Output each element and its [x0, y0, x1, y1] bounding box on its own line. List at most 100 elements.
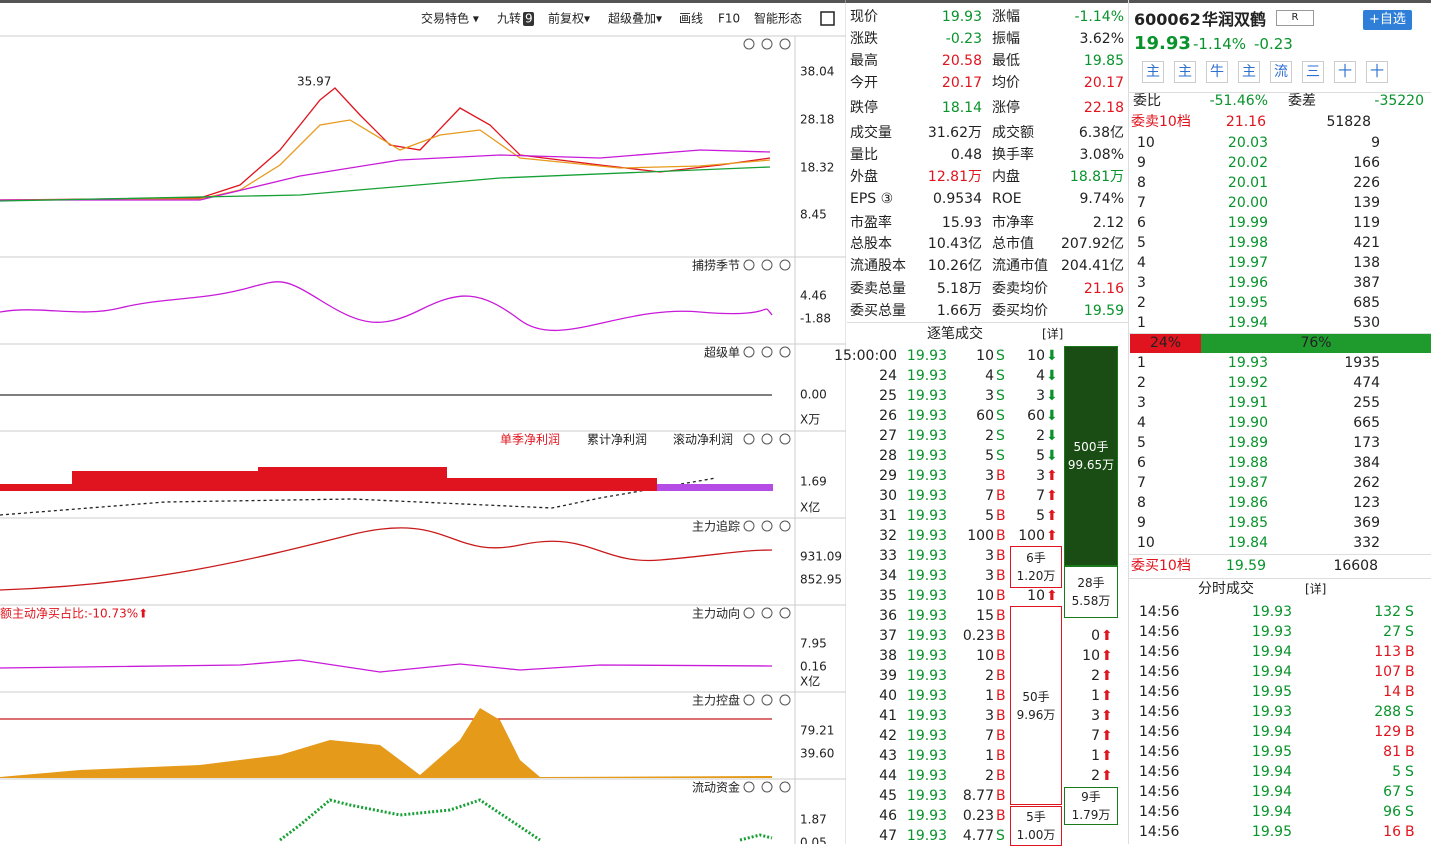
side: B: [1405, 744, 1415, 760]
box-text: 9手: [1081, 790, 1101, 804]
level: 9: [1137, 155, 1146, 171]
tick-time: 36: [879, 608, 897, 624]
tick-price: 19.93: [906, 688, 947, 704]
tick-price: 19.93: [906, 468, 947, 484]
y-tick-label: X亿: [800, 674, 820, 689]
add-watch[interactable]: +自选: [1363, 10, 1412, 30]
y-tick-label: 8.45: [800, 208, 827, 222]
tick-side: S: [996, 828, 1005, 844]
panel-icon: [743, 259, 755, 271]
tick-price: 19.93: [906, 388, 947, 404]
tick-arrow: ⬆: [1101, 688, 1113, 704]
panel-title: 主力动向: [692, 606, 740, 621]
tab[interactable]: 主: [1174, 61, 1196, 83]
toolbar-item[interactable]: 画线: [679, 12, 703, 26]
tab[interactable]: 十: [1366, 61, 1388, 83]
label: 委差: [1288, 93, 1316, 109]
value: -51.46%: [1209, 93, 1268, 109]
tick-time: 27: [879, 428, 897, 444]
price-annotation: 35.97: [297, 75, 331, 89]
tick-arrow: ⬆: [1101, 748, 1113, 764]
toolbar-item[interactable]: 九转: [497, 11, 521, 26]
tick-time: 25: [879, 388, 897, 404]
quote-label: 委买总量: [850, 303, 906, 319]
tick-vol: 10: [976, 348, 994, 364]
quote-label: EPS ③: [850, 191, 894, 207]
tick-time: 47: [879, 828, 897, 844]
y-tick-label: 0.00: [800, 388, 827, 402]
value: 19.59: [1225, 558, 1266, 574]
panel-note: 额主动净买占比:-10.73%⬆: [0, 606, 148, 621]
level: 1: [1137, 315, 1146, 331]
y-tick-label: X万: [800, 413, 820, 427]
y-tick-label: 39.60: [800, 747, 834, 761]
quote-label: 市净率: [992, 215, 1034, 231]
tick-arrow: ⬇: [1046, 368, 1058, 384]
panel-icon: [779, 38, 791, 50]
tick-vol: 4: [985, 368, 994, 384]
quote-label: 委买均价: [992, 303, 1048, 319]
quote-label: 振幅: [992, 31, 1020, 47]
price: 19.92: [1227, 375, 1268, 391]
toolbar-item[interactable]: 前复权▾: [548, 11, 590, 26]
level: 7: [1137, 195, 1146, 211]
y-tick-label: 0.05: [800, 836, 827, 845]
tick-time: 29: [879, 468, 897, 484]
tab[interactable]: 三: [1302, 61, 1324, 83]
tick-vol: 60: [976, 408, 994, 424]
price: 19.96: [1227, 275, 1268, 291]
tick-vol: 10: [976, 648, 994, 664]
label: 委买10档: [1131, 558, 1191, 574]
tab[interactable]: 主: [1142, 61, 1164, 83]
panel-icon: [743, 38, 755, 50]
tick-arrow: ⬆: [1101, 668, 1113, 684]
tab[interactable]: 十: [1334, 61, 1356, 83]
trade-box: 500手 99.65万: [1064, 346, 1118, 566]
quote-label: 市盈率: [850, 215, 892, 231]
panel-icon: [761, 259, 773, 271]
toolbar-item[interactable]: F10: [718, 12, 740, 26]
level: 3: [1137, 275, 1146, 291]
quote-label: 成交额: [992, 125, 1034, 141]
tab[interactable]: 主: [1238, 61, 1260, 83]
tick-vol: 10: [976, 588, 994, 604]
tick-time: 46: [879, 808, 897, 824]
panel-title: 流动资金: [692, 780, 740, 795]
panel-icon: [743, 694, 755, 706]
tick-time: 34: [879, 568, 897, 584]
y-tick-label: 7.95: [800, 637, 827, 651]
toolbar-item[interactable]: 交易特色 ▾: [421, 11, 479, 26]
quote-value: 3.62%: [1079, 31, 1124, 47]
ticks-title: 逐笔成交: [927, 326, 983, 342]
tick-arrow: ⬇: [1046, 388, 1058, 404]
price: 20.03: [1227, 135, 1268, 151]
stock-name: 华润双鹤: [1202, 10, 1267, 29]
tick-arrow: ⬆: [1101, 728, 1113, 744]
volume: 255: [1353, 395, 1380, 411]
y-tick-label: 4.46: [800, 289, 827, 303]
tab[interactable]: 牛: [1206, 61, 1228, 83]
box-text: 1.79万: [1071, 808, 1111, 822]
tick-count: 3: [1036, 388, 1045, 404]
quote-label: 现价: [850, 9, 878, 25]
tick-time: 32: [879, 528, 897, 544]
side: B: [1405, 684, 1415, 700]
price: 19.91: [1227, 395, 1268, 411]
tick-count: 2: [1091, 768, 1100, 784]
quote-value: 207.92亿: [1061, 236, 1124, 252]
volume: 384: [1353, 455, 1380, 471]
toolbar-item[interactable]: 超级叠加▾: [608, 11, 662, 26]
toolbar-item[interactable]: 智能形态: [754, 11, 802, 26]
panel-title: 滚动净利润: [673, 432, 733, 447]
quote-label: 均价: [992, 75, 1020, 91]
panel-icon: [743, 520, 755, 532]
tick-price: 19.93: [906, 768, 947, 784]
quote-value: 3.08%: [1079, 147, 1124, 163]
volume: 67: [1383, 784, 1401, 800]
tick-price: 19.93: [906, 808, 947, 824]
tab[interactable]: 流: [1270, 61, 1292, 83]
tick-count: 1: [1091, 748, 1100, 764]
tick-count: 10: [1082, 648, 1100, 664]
divider: [1128, 92, 1431, 93]
